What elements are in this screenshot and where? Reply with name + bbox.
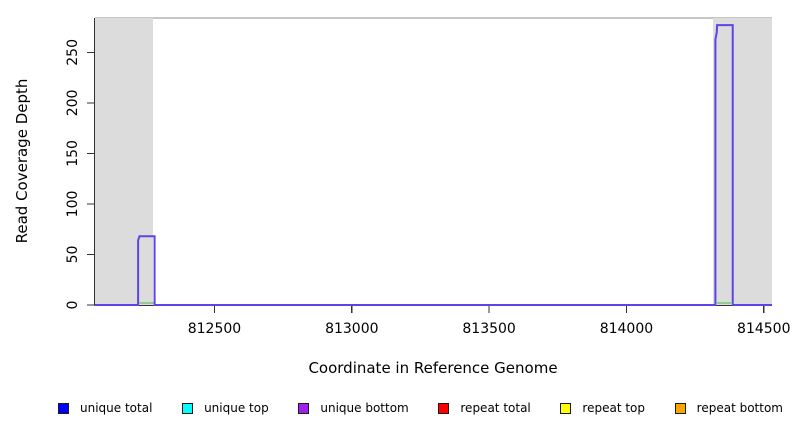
y-tick-label: 100 — [65, 191, 81, 218]
legend-item-repeat-bottom: repeat bottom — [674, 401, 783, 415]
legend-label: unique top — [204, 401, 269, 415]
legend-item-repeat-total: repeat total — [438, 401, 531, 415]
repeat-bottom-swatch-icon — [674, 402, 686, 414]
x-tick-label: 814500 — [737, 321, 790, 337]
repeat-top-swatch-icon — [560, 402, 572, 414]
legend-label: repeat bottom — [696, 401, 783, 415]
x-tick-label: 814000 — [600, 321, 653, 337]
legend-item-repeat-top: repeat top — [560, 401, 645, 415]
chart-layers: 812500 813000 813500 814000 814500 0 50 100 150 2… — [65, 17, 790, 337]
y-axis-label: Read Coverage Depth — [13, 79, 31, 244]
masked-region-right — [712, 18, 772, 306]
repeat-total-swatch-icon — [438, 402, 450, 414]
unique-bottom-swatch-icon — [298, 402, 310, 414]
plot-area: 812500 813000 813500 814000 814500 0 50 100 150 2… — [13, 17, 790, 377]
x-tick-label: 812500 — [188, 321, 241, 337]
y-tick-label: 150 — [65, 140, 81, 167]
y-tick-label: 200 — [65, 90, 81, 117]
unique-total-swatch-icon — [58, 402, 69, 414]
y-tick-label: 0 — [65, 301, 81, 310]
x-tick-label: 813500 — [462, 321, 515, 337]
legend-label: repeat top — [582, 401, 646, 415]
legend-label: repeat total — [460, 401, 531, 415]
legend-label: unique bottom — [320, 401, 409, 415]
legend-item-unique-bottom: unique bottom — [298, 401, 409, 415]
legend-item-unique-top: unique top — [182, 401, 269, 415]
x-axis-label: Coordinate in Reference Genome — [308, 359, 557, 377]
x-tick-label: 813000 — [325, 321, 378, 337]
legend-label: unique total — [80, 401, 153, 415]
legend: unique total unique top unique bottom re… — [0, 396, 792, 420]
unique-top-swatch-icon — [182, 402, 194, 414]
legend-item-unique-total: unique total — [58, 401, 152, 415]
y-tick-label: 250 — [65, 39, 81, 66]
series-coverage-profile — [95, 24, 772, 306]
masked-region-left — [95, 18, 154, 306]
y-tick-label: 50 — [65, 246, 81, 264]
